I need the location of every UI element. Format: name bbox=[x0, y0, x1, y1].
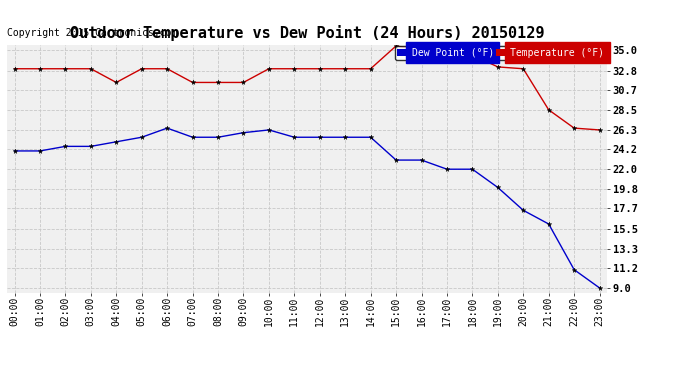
Title: Outdoor Temperature vs Dew Point (24 Hours) 20150129: Outdoor Temperature vs Dew Point (24 Hou… bbox=[70, 25, 544, 41]
Legend: Dew Point (°F), Temperature (°F): Dew Point (°F), Temperature (°F) bbox=[395, 46, 607, 60]
Text: Copyright 2015 Cartronics.com: Copyright 2015 Cartronics.com bbox=[7, 28, 177, 38]
